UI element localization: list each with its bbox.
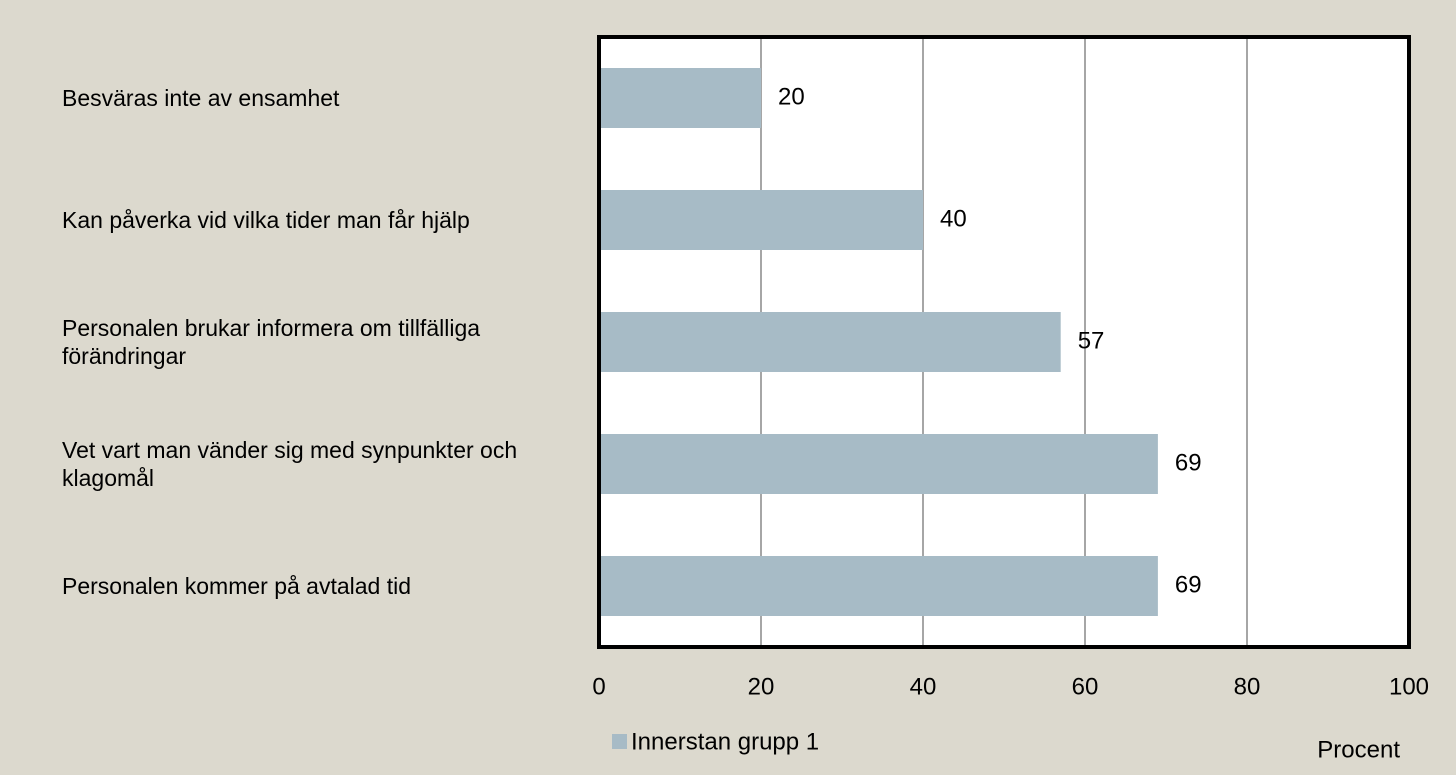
bar [599,190,923,250]
x-axis-label: Procent [1317,736,1400,763]
x-tick-label: 20 [748,673,775,700]
x-tick-label: 60 [1072,673,1099,700]
category-label: Vet vart man vänder sig med synpunkter o… [62,437,518,491]
bar [599,68,761,128]
category-label: Besväras inte av ensamhet [62,85,340,111]
data-label: 20 [778,83,805,110]
bar [599,312,1061,372]
plot-border [597,35,1411,649]
bar [599,556,1158,616]
category-label: Personalen kommer på avtalad tid [62,573,412,599]
data-label: 69 [1175,571,1202,598]
legend-swatch [612,734,627,749]
data-label: 40 [940,205,967,232]
data-label: 69 [1175,449,1202,476]
x-tick-label: 80 [1234,673,1261,700]
x-tick-label: 40 [910,673,937,700]
x-tick-label: 0 [592,673,605,700]
legend-label: Innerstan grupp 1 [631,728,819,755]
category-label: Personalen brukar informera om tillfälli… [62,315,481,369]
x-tick-label: 100 [1389,673,1429,700]
bar [599,434,1158,494]
category-label: Kan påverka vid vilka tider man får hjäl… [62,207,470,233]
data-label: 57 [1078,327,1105,354]
